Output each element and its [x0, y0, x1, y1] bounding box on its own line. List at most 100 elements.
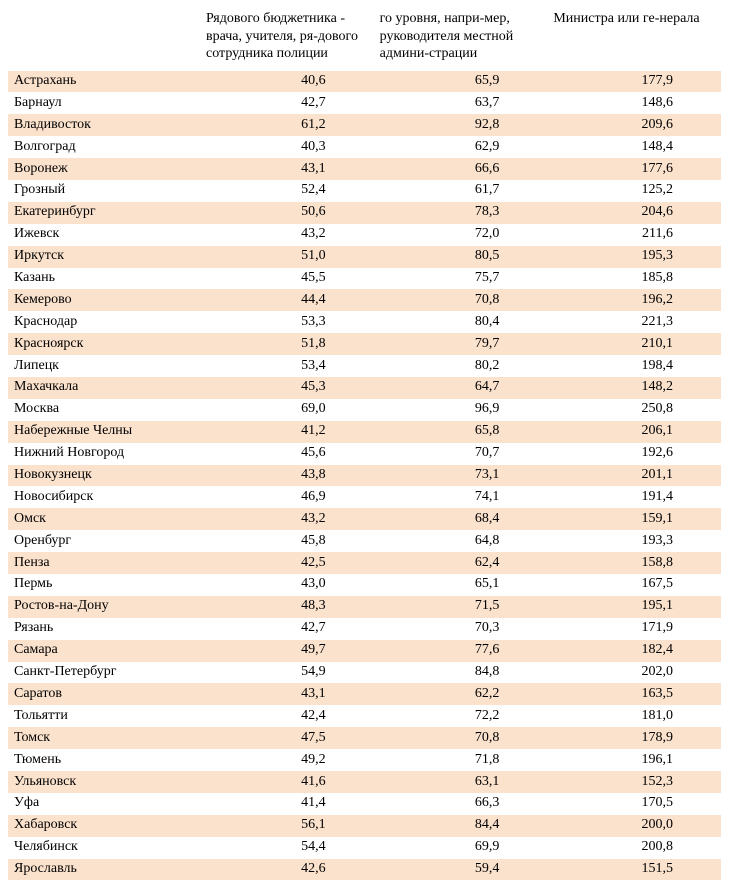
table-row: Новосибирск46,974,1191,4	[8, 486, 721, 508]
value-cell-col2: 70,8	[374, 727, 548, 749]
value-cell-col3: 182,4	[547, 640, 721, 662]
city-cell: Краснодар	[8, 311, 200, 333]
city-cell: Нижний Новгород	[8, 443, 200, 465]
value-cell-col1: 43,1	[200, 158, 374, 180]
value-cell-col2: 66,3	[374, 793, 548, 815]
value-cell-col2: 63,7	[374, 92, 548, 114]
city-cell: Екатеринбург	[8, 202, 200, 224]
value-cell-col2: 71,8	[374, 749, 548, 771]
value-cell-col2: 75,7	[374, 268, 548, 290]
value-cell-col2: 96,9	[374, 399, 548, 421]
value-cell-col1: 56,1	[200, 815, 374, 837]
value-cell-col2: 62,2	[374, 683, 548, 705]
value-cell-col1: 42,4	[200, 705, 374, 727]
value-cell-col1: 44,4	[200, 289, 374, 311]
value-cell-col1: 46,9	[200, 486, 374, 508]
city-cell: Челябинск	[8, 837, 200, 859]
table-row: Красноярск51,879,7210,1	[8, 333, 721, 355]
table-row: Иркутск51,080,5195,3	[8, 246, 721, 268]
value-cell-col1: 43,2	[200, 508, 374, 530]
table-row: Ярославль42,659,4151,5	[8, 859, 721, 881]
value-cell-col1: 41,6	[200, 771, 374, 793]
city-cell: Ростов-на-Дону	[8, 596, 200, 618]
value-cell-col3: 196,2	[547, 289, 721, 311]
table-row: Саратов43,162,2163,5	[8, 683, 721, 705]
value-cell-col1: 53,3	[200, 311, 374, 333]
value-cell-col2: 62,4	[374, 552, 548, 574]
value-cell-col2: 70,8	[374, 289, 548, 311]
value-cell-col1: 54,9	[200, 662, 374, 684]
city-cell: Рязань	[8, 618, 200, 640]
value-cell-col3: 125,2	[547, 180, 721, 202]
header-col1: Рядового бюджетника - врача, учителя, ря…	[200, 8, 374, 71]
value-cell-col3: 185,8	[547, 268, 721, 290]
value-cell-col1: 51,0	[200, 246, 374, 268]
table-row: Кемерово44,470,8196,2	[8, 289, 721, 311]
value-cell-col2: 62,9	[374, 136, 548, 158]
value-cell-col1: 49,2	[200, 749, 374, 771]
table-row: Краснодар53,380,4221,3	[8, 311, 721, 333]
value-cell-col1: 42,6	[200, 859, 374, 881]
value-cell-col3: 192,6	[547, 443, 721, 465]
table-row: Владивосток61,292,8209,6	[8, 114, 721, 136]
data-table: Рядового бюджетника - врача, учителя, ря…	[8, 8, 721, 880]
value-cell-col2: 69,9	[374, 837, 548, 859]
value-cell-col3: 148,2	[547, 377, 721, 399]
value-cell-col1: 48,3	[200, 596, 374, 618]
value-cell-col1: 45,3	[200, 377, 374, 399]
value-cell-col3: 148,6	[547, 92, 721, 114]
table-row: Тюмень49,271,8196,1	[8, 749, 721, 771]
value-cell-col3: 211,6	[547, 224, 721, 246]
value-cell-col2: 92,8	[374, 114, 548, 136]
value-cell-col2: 84,8	[374, 662, 548, 684]
value-cell-col2: 70,3	[374, 618, 548, 640]
table-row: Ульяновск41,663,1152,3	[8, 771, 721, 793]
value-cell-col3: 202,0	[547, 662, 721, 684]
table-row: Махачкала45,364,7148,2	[8, 377, 721, 399]
value-cell-col2: 78,3	[374, 202, 548, 224]
value-cell-col2: 80,5	[374, 246, 548, 268]
value-cell-col1: 45,8	[200, 530, 374, 552]
table-row: Грозный52,461,7125,2	[8, 180, 721, 202]
city-cell: Иркутск	[8, 246, 200, 268]
value-cell-col3: 167,5	[547, 574, 721, 596]
value-cell-col1: 43,1	[200, 683, 374, 705]
value-cell-col3: 191,4	[547, 486, 721, 508]
value-cell-col2: 70,7	[374, 443, 548, 465]
table-row: Тольятти42,472,2181,0	[8, 705, 721, 727]
value-cell-col2: 72,0	[374, 224, 548, 246]
table-row: Пермь43,065,1167,5	[8, 574, 721, 596]
city-cell: Астрахань	[8, 71, 200, 93]
table-row: Москва69,096,9250,8	[8, 399, 721, 421]
value-cell-col2: 65,1	[374, 574, 548, 596]
city-cell: Новосибирск	[8, 486, 200, 508]
value-cell-col3: 209,6	[547, 114, 721, 136]
value-cell-col3: 181,0	[547, 705, 721, 727]
value-cell-col1: 43,8	[200, 465, 374, 487]
city-cell: Санкт-Петербург	[8, 662, 200, 684]
city-cell: Новокузнецк	[8, 465, 200, 487]
city-cell: Пенза	[8, 552, 200, 574]
city-cell: Хабаровск	[8, 815, 200, 837]
value-cell-col3: 148,4	[547, 136, 721, 158]
value-cell-col3: 196,1	[547, 749, 721, 771]
table-row: Томск47,570,8178,9	[8, 727, 721, 749]
value-cell-col1: 42,7	[200, 618, 374, 640]
value-cell-col1: 54,4	[200, 837, 374, 859]
value-cell-col3: 204,6	[547, 202, 721, 224]
city-cell: Барнаул	[8, 92, 200, 114]
table-row: Челябинск54,469,9200,8	[8, 837, 721, 859]
city-cell: Тюмень	[8, 749, 200, 771]
table-row: Самара49,777,6182,4	[8, 640, 721, 662]
table-row: Ижевск43,272,0211,6	[8, 224, 721, 246]
value-cell-col3: 178,9	[547, 727, 721, 749]
city-cell: Красноярск	[8, 333, 200, 355]
value-cell-col2: 71,5	[374, 596, 548, 618]
value-cell-col1: 51,8	[200, 333, 374, 355]
value-cell-col3: 206,1	[547, 421, 721, 443]
value-cell-col1: 50,6	[200, 202, 374, 224]
value-cell-col1: 41,4	[200, 793, 374, 815]
city-cell: Тольятти	[8, 705, 200, 727]
value-cell-col1: 61,2	[200, 114, 374, 136]
table-row: Санкт-Петербург54,984,8202,0	[8, 662, 721, 684]
